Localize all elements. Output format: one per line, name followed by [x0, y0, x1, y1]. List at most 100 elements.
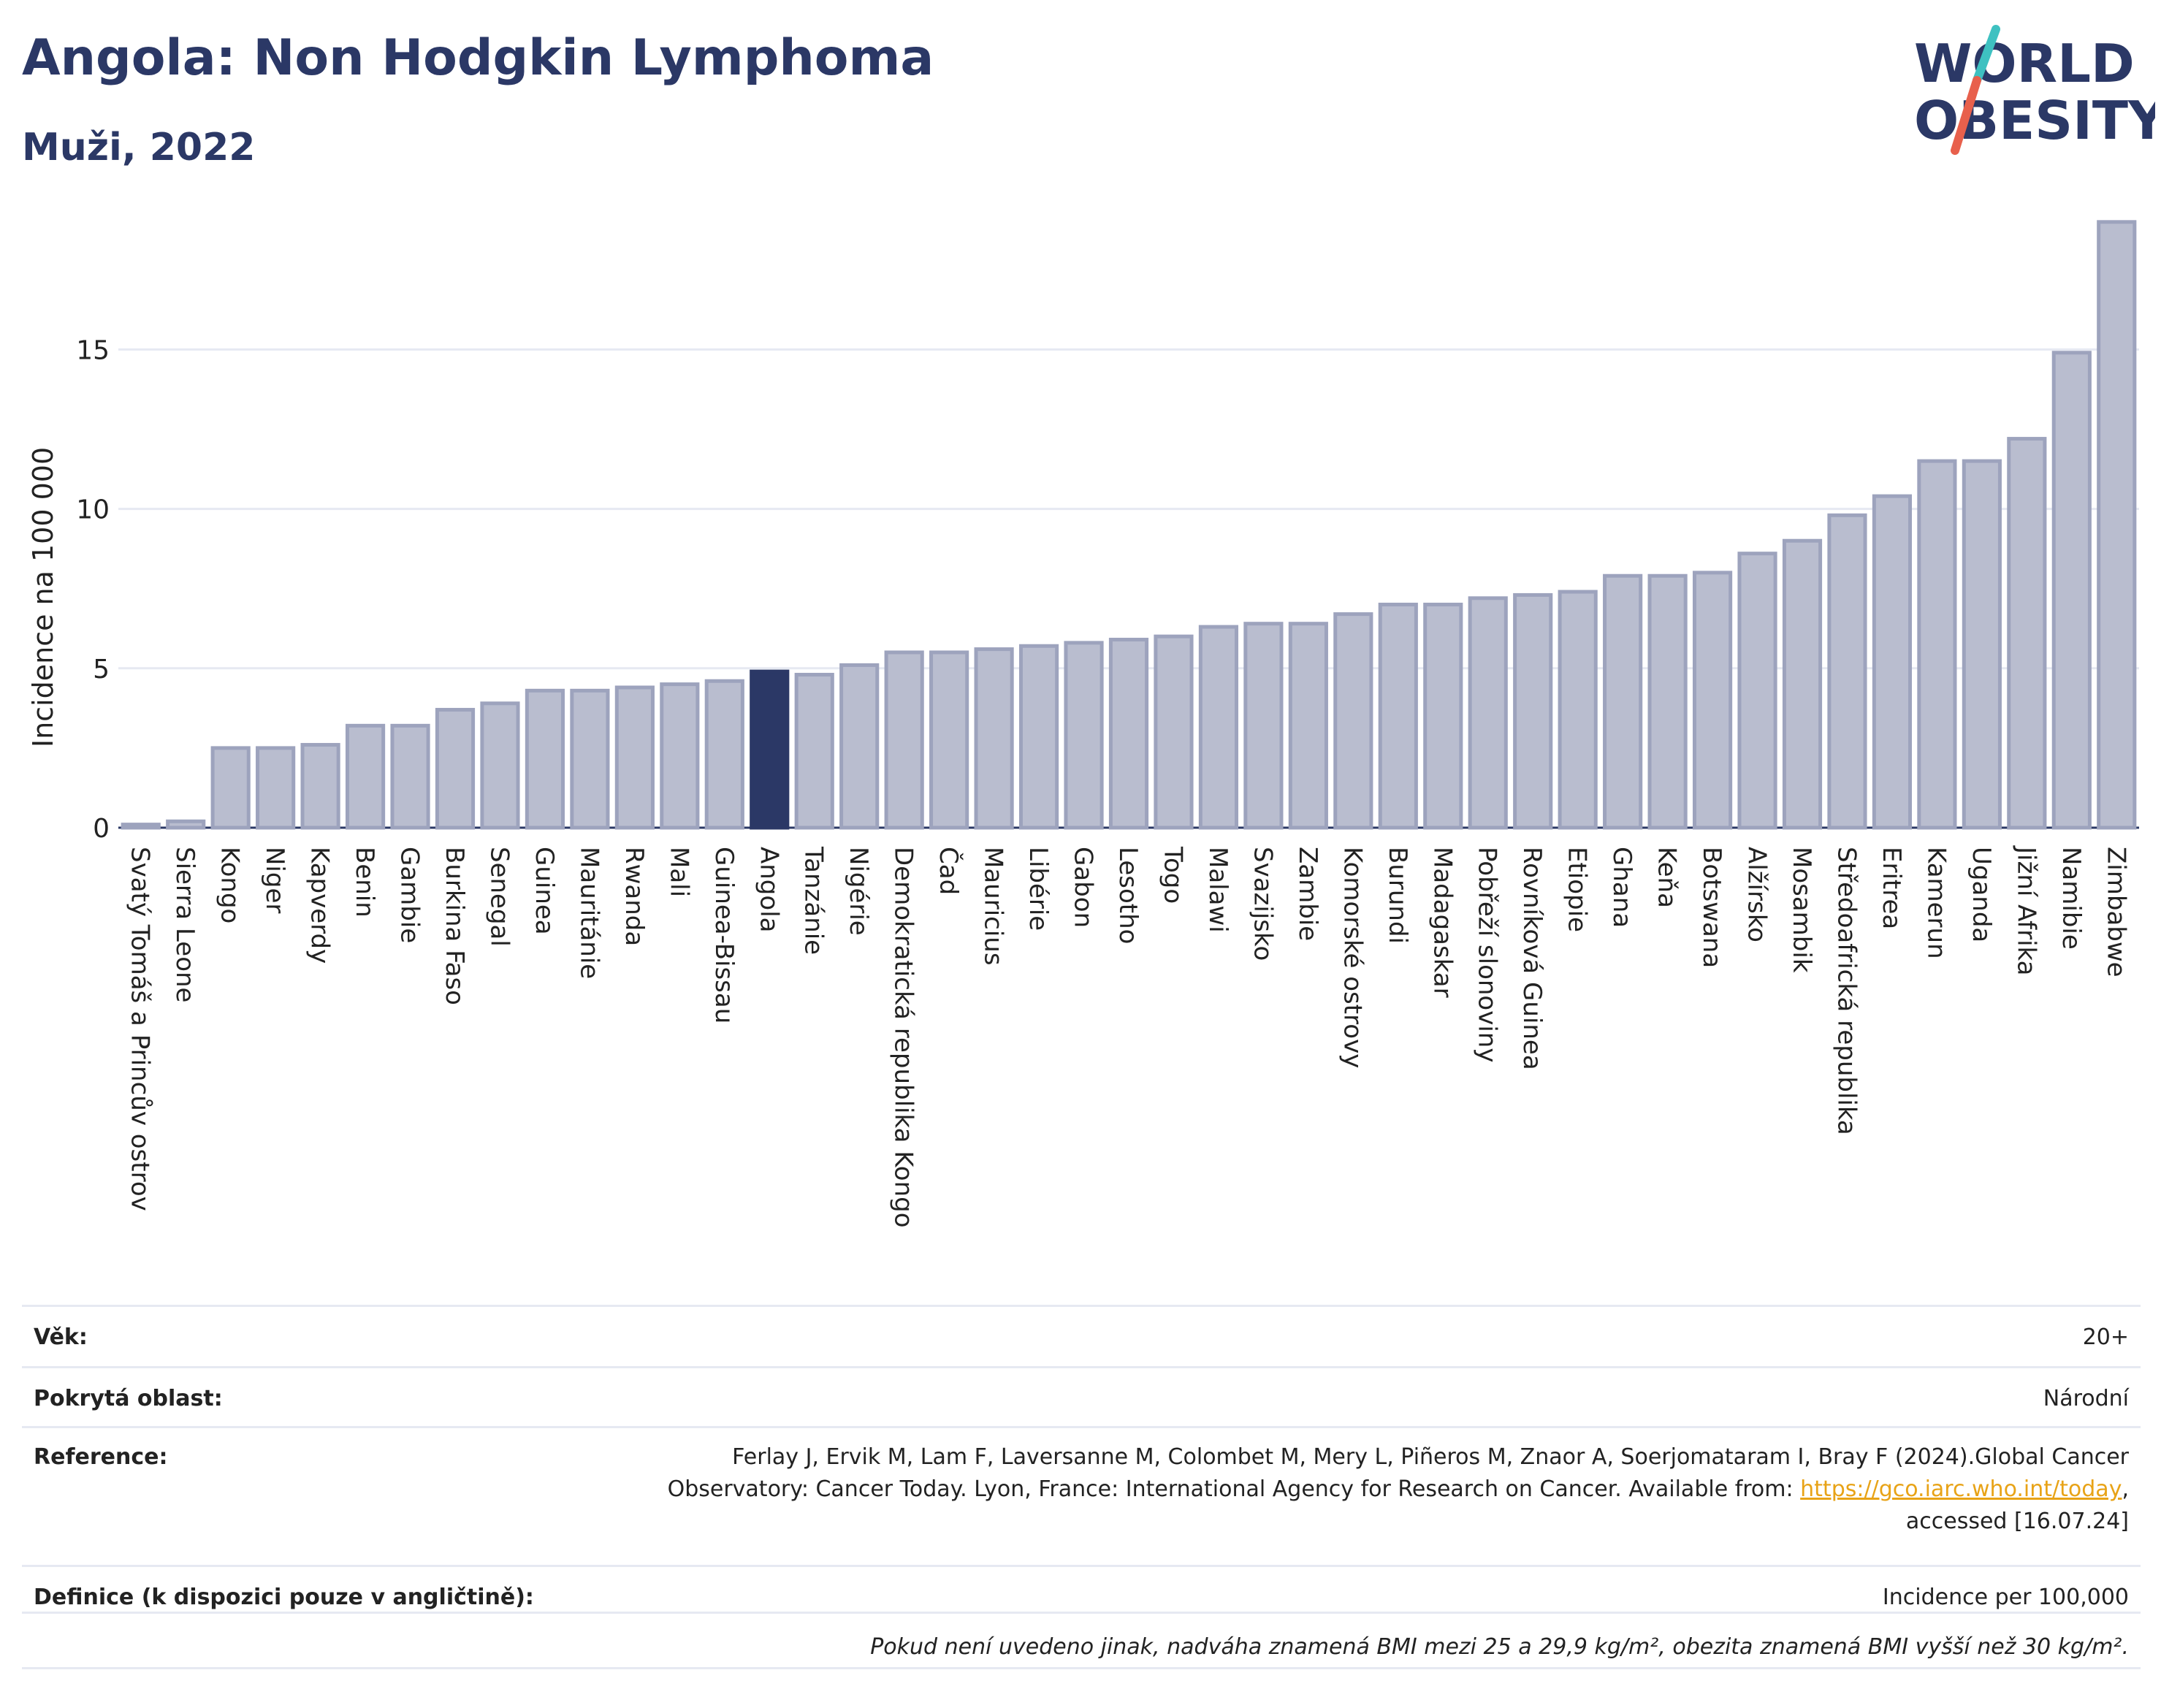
x-tick-label: Zambie [1293, 847, 1322, 941]
x-tick-label: Rwanda [620, 847, 649, 946]
age-value: 20+ [2082, 1324, 2129, 1350]
bar-mosambik[interactable] [1782, 538, 1823, 830]
bar-burkina-faso[interactable] [435, 708, 476, 830]
bar-etiopie[interactable] [1558, 590, 1598, 830]
bar-mauricius[interactable] [974, 647, 1014, 830]
x-tick-label: Sierra Leone [170, 847, 199, 1002]
x-tick-label: Mosambik [1787, 847, 1816, 973]
y-tick-label: 10 [76, 495, 110, 525]
logo-slash-teal [1973, 25, 2000, 85]
logo-slash-red [1951, 76, 1981, 155]
bar-burundi[interactable] [1378, 603, 1418, 830]
bar-nigérie[interactable] [839, 663, 880, 830]
bar-togo[interactable] [1154, 634, 1194, 830]
y-tick-label: 15 [76, 335, 110, 365]
info-row-area: Pokrytá oblast: Národní [22, 1366, 2141, 1428]
bmi-note: Pokud není uvedeno jinak, nadváha znamen… [870, 1634, 2129, 1660]
x-tick-label: Botswana [1697, 847, 1726, 968]
bar-gabon[interactable] [1064, 641, 1104, 830]
x-tick-label: Pobřeží slonoviny [1473, 847, 1502, 1062]
reference-link[interactable]: https://gco.iarc.who.int/today [1800, 1476, 2122, 1502]
x-tick-label: Guinea-Bissau [709, 847, 739, 1023]
bar-lesotho[interactable] [1108, 638, 1149, 830]
x-tick-label: Komorské ostrovy [1338, 847, 1367, 1068]
bar-malawi[interactable] [1198, 625, 1239, 830]
x-tick-label: Uganda [1967, 847, 1996, 942]
logo-line2: OBESITY [1914, 90, 2155, 151]
bar-uganda[interactable] [1962, 459, 2002, 830]
bar-kamerun[interactable] [1917, 459, 1957, 830]
bar-tanzánie[interactable] [794, 673, 834, 830]
bar-botswana[interactable] [1692, 571, 1733, 830]
reference-label: Reference: [34, 1444, 168, 1470]
x-tick-label: Etiopie [1563, 847, 1592, 932]
x-tick-label: Kamerun [1921, 847, 1951, 959]
bar-guinea[interactable] [525, 688, 565, 830]
bar-madagaskar[interactable] [1423, 603, 1463, 830]
bar-guinea-bissau[interactable] [704, 679, 744, 830]
y-axis-label: Incidence na 100 000 [27, 447, 59, 747]
bar-středoafrická-republika[interactable] [1827, 513, 1867, 830]
bar-namibie[interactable] [2051, 351, 2092, 830]
bar-ghana[interactable] [1603, 573, 1643, 830]
bar-benin[interactable] [345, 723, 386, 830]
bar-keňa[interactable] [1647, 573, 1688, 830]
bar-niger[interactable] [256, 746, 296, 830]
reference-value: Ferlay J, Ervik M, Lam F, Laversanne M, … [595, 1441, 2129, 1538]
bar-senegal[interactable] [480, 701, 520, 830]
bar-demokratická-republika-kongo[interactable] [884, 650, 924, 830]
x-tick-label: Gambie [395, 847, 424, 943]
y-tick-label: 0 [93, 814, 110, 844]
bar-mali[interactable] [660, 682, 700, 830]
bar-alžírsko[interactable] [1737, 552, 1777, 830]
x-tick-label: Benin [350, 847, 379, 918]
x-tick-label: Mauritánie [574, 847, 603, 979]
page-subtitle: Muži, 2022 [22, 126, 256, 169]
x-tick-label: Togo [1158, 846, 1187, 904]
bar-zimbabwe[interactable] [2097, 220, 2137, 830]
bar-svatý-tomáš-a-princův-ostrov[interactable] [121, 823, 161, 830]
bar-čad[interactable] [929, 650, 969, 830]
x-tick-label: Guinea [530, 847, 559, 935]
definition-label: Definice (k dispozici pouze v angličtině… [34, 1585, 534, 1610]
bar-mauritánie[interactable] [570, 688, 610, 830]
x-tick-label: Burkina Faso [440, 847, 469, 1005]
logo-line1: WORLD [1914, 33, 2135, 94]
x-tick-label: Alžírsko [1742, 847, 1772, 942]
reference-text: Ferlay J, Ervik M, Lam F, Laversanne M, … [667, 1444, 2129, 1502]
x-tick-label: Namibie [2057, 847, 2086, 950]
bar-svazijsko[interactable] [1243, 622, 1284, 830]
x-tick-label: Svatý Tomáš a Princův ostrov [126, 847, 155, 1211]
x-tick-label: Ghana [1607, 847, 1636, 928]
bar-zambie[interactable] [1288, 622, 1328, 830]
x-tick-label: Burundi [1383, 847, 1412, 944]
x-tick-label: Kongo [216, 847, 245, 923]
x-tick-label: Zimbabwe [2101, 847, 2130, 977]
x-tick-label: Kapverdy [305, 847, 335, 964]
y-tick-label: 5 [93, 655, 110, 685]
bar-jižní-afrika[interactable] [2007, 437, 2047, 830]
bar-pobřeží-slonoviny[interactable] [1468, 596, 1508, 830]
page-title: Angola: Non Hodgkin Lymphoma [22, 29, 934, 87]
x-tick-label: Rovníková Guinea [1517, 847, 1547, 1070]
bar-rwanda[interactable] [614, 685, 655, 830]
bar-gambie[interactable] [390, 723, 430, 830]
x-tick-label: Jižní Afrika [2011, 845, 2040, 976]
bar-kapverdy[interactable] [300, 743, 340, 830]
x-tick-label: Mauricius [979, 847, 1008, 966]
x-tick-label: Libérie [1024, 847, 1053, 931]
bar-rovníková-guinea[interactable] [1513, 592, 1553, 830]
bar-eritrea[interactable] [1872, 494, 1913, 830]
info-row-age: Věk: 20+ [22, 1305, 2141, 1368]
bar-kongo[interactable] [210, 746, 251, 830]
bar-angola[interactable] [750, 669, 790, 830]
bar-komorské-ostrovy[interactable] [1333, 612, 1373, 830]
area-label: Pokrytá oblast: [34, 1386, 223, 1411]
x-tick-label: Mali [664, 847, 693, 897]
bar-libérie[interactable] [1018, 644, 1059, 830]
x-tick-label: Tanzánie [799, 846, 828, 955]
x-tick-label: Gabon [1069, 847, 1098, 928]
x-tick-label: Senegal [484, 847, 514, 947]
bar-sierra-leone[interactable] [166, 819, 206, 830]
area-value: Národní [2043, 1386, 2129, 1411]
